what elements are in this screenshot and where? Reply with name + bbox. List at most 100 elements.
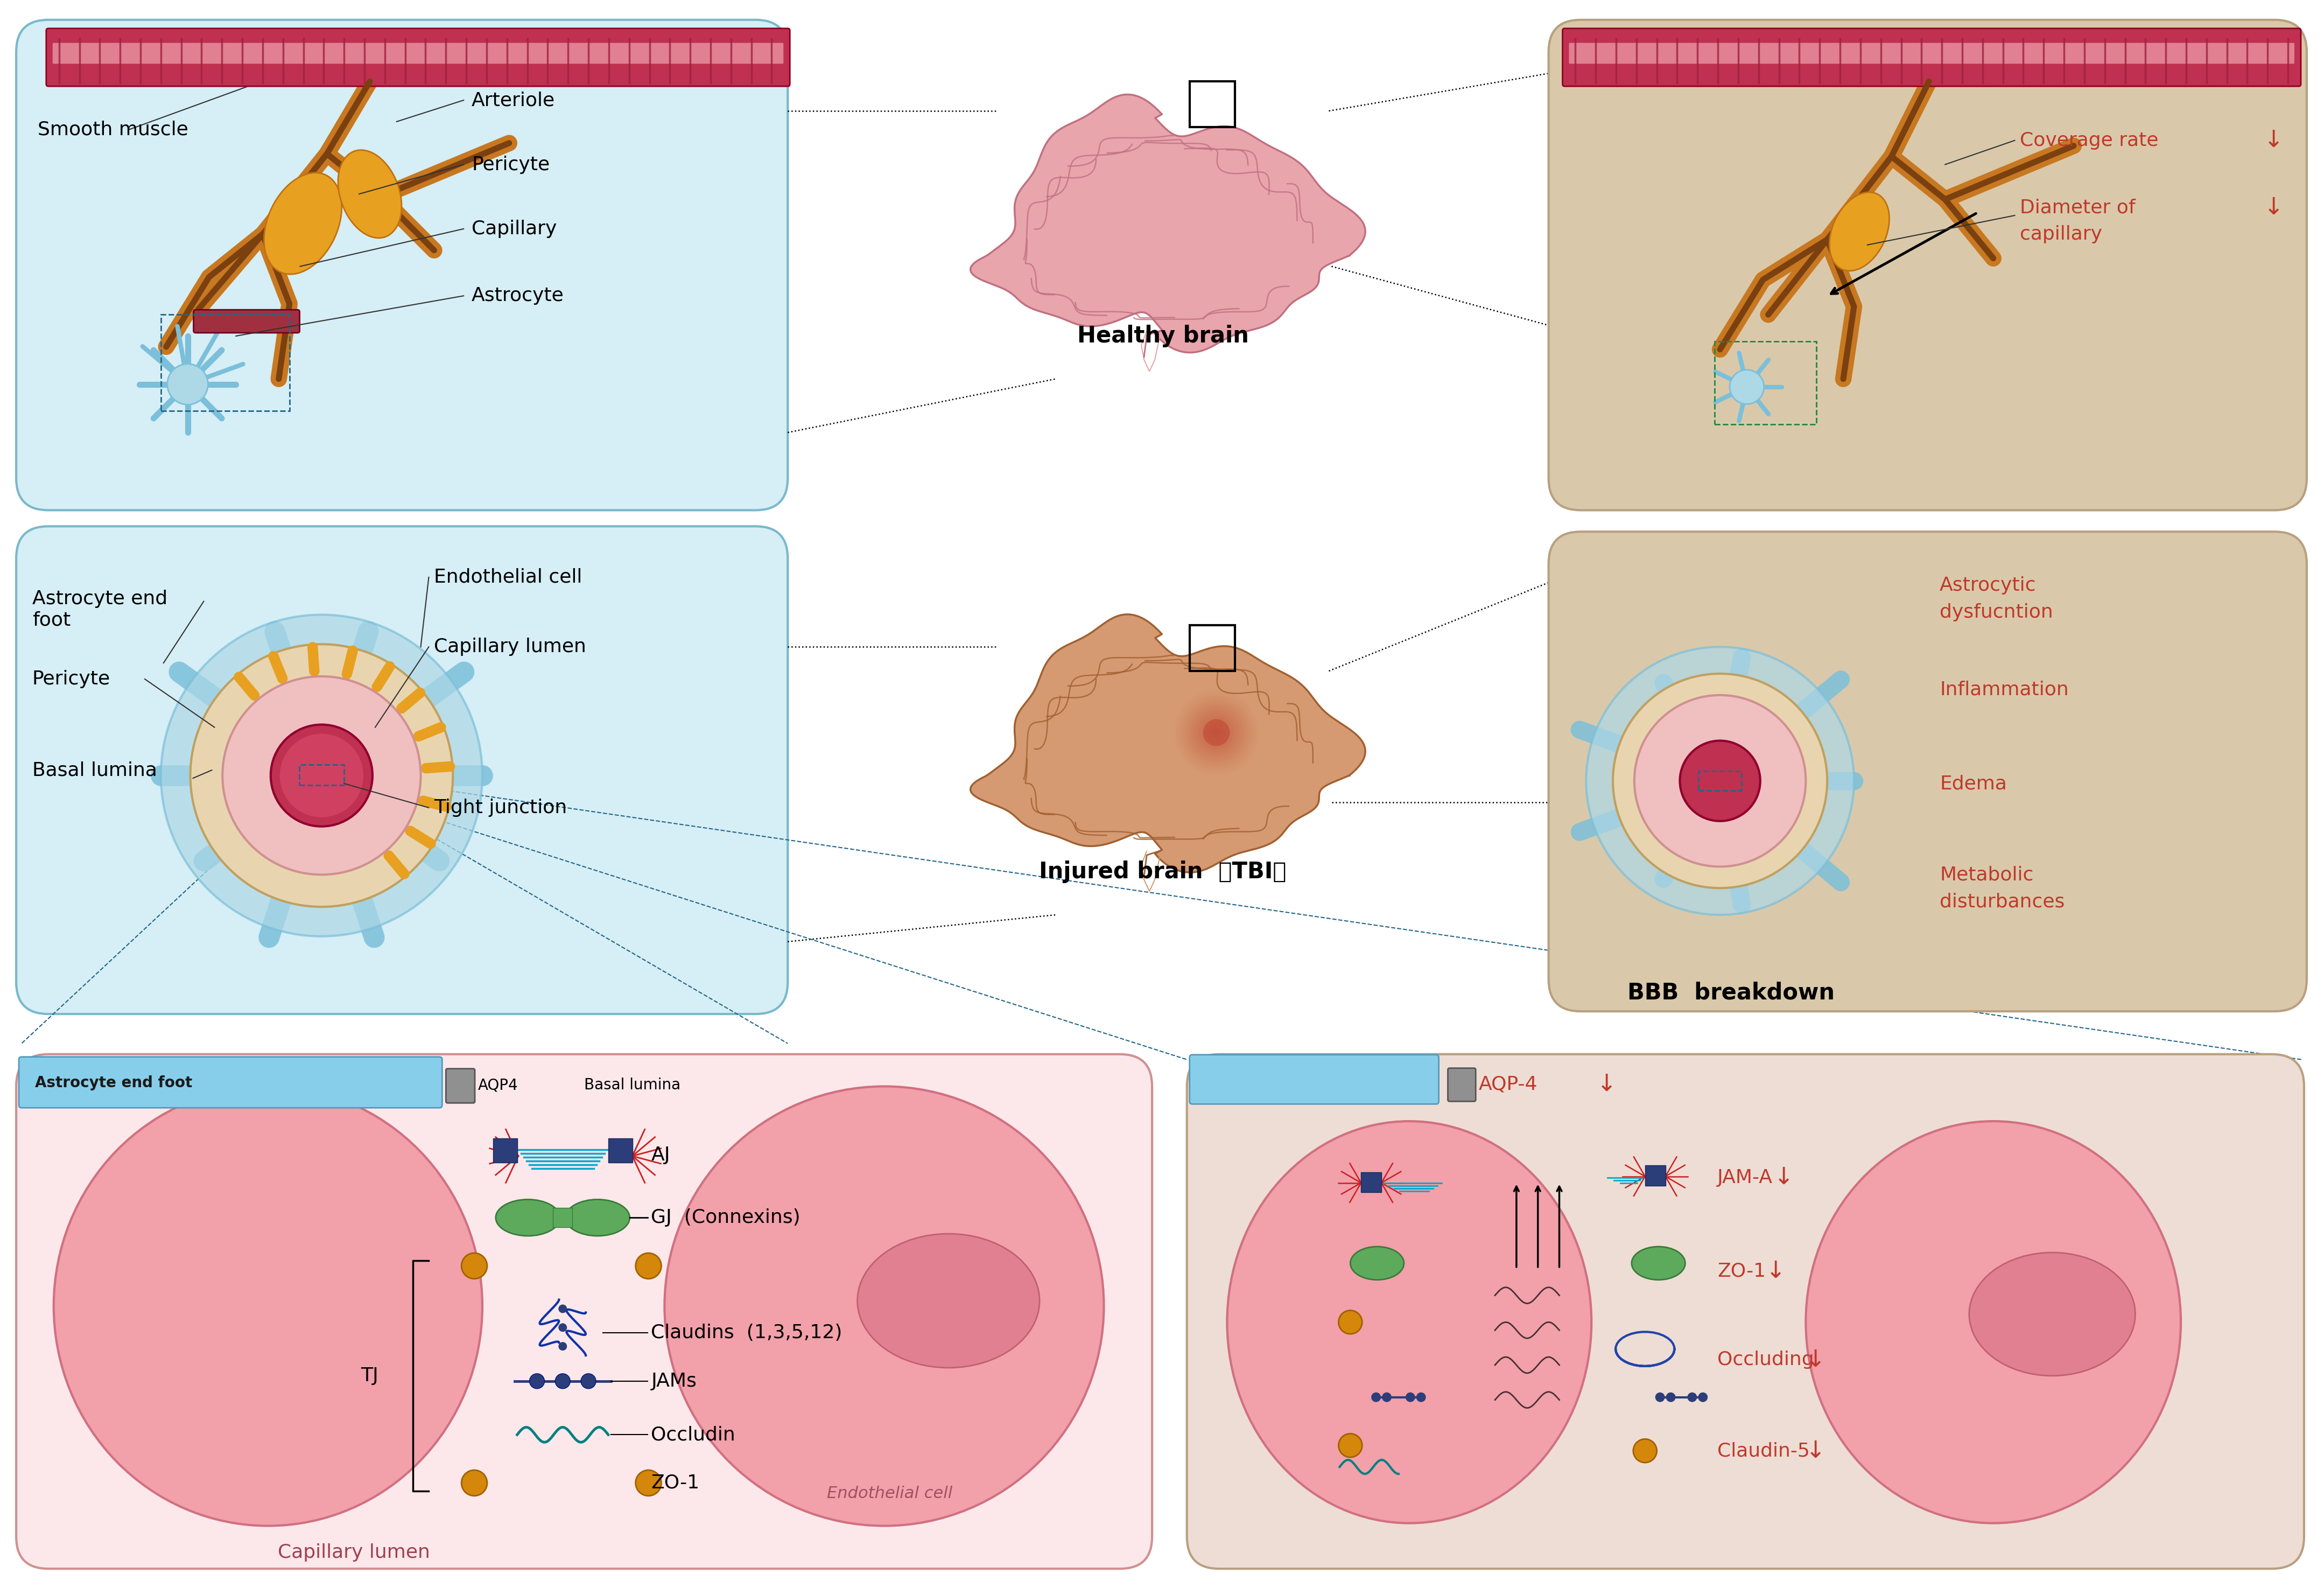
Text: Pericyte: Pericyte	[472, 156, 551, 173]
Text: ↓: ↓	[1806, 1348, 1827, 1372]
Circle shape	[1666, 1393, 1676, 1402]
Text: TJ: TJ	[360, 1367, 379, 1385]
Circle shape	[1371, 1393, 1380, 1402]
Circle shape	[1406, 1393, 1415, 1402]
Circle shape	[558, 1304, 567, 1313]
Text: Diameter of: Diameter of	[2020, 198, 2136, 216]
Ellipse shape	[665, 1086, 1104, 1526]
Circle shape	[558, 1342, 567, 1350]
Circle shape	[558, 1323, 567, 1332]
Circle shape	[1213, 730, 1220, 735]
Circle shape	[1634, 1439, 1657, 1463]
Text: Healthy brain: Healthy brain	[1076, 324, 1248, 348]
Text: Inflammation: Inflammation	[1941, 681, 2068, 699]
Circle shape	[1211, 727, 1222, 738]
Ellipse shape	[858, 1234, 1039, 1367]
Text: Coverage rate: Coverage rate	[2020, 132, 2159, 149]
Circle shape	[1202, 718, 1229, 746]
Circle shape	[270, 724, 372, 826]
Circle shape	[634, 1253, 662, 1278]
Circle shape	[167, 364, 209, 405]
Ellipse shape	[1227, 1121, 1592, 1523]
Text: capillary: capillary	[2020, 225, 2103, 243]
Text: ↓: ↓	[2264, 195, 2284, 219]
Circle shape	[1687, 1393, 1697, 1402]
Circle shape	[462, 1470, 488, 1496]
Polygon shape	[1141, 851, 1160, 891]
Ellipse shape	[1968, 1253, 2136, 1375]
Circle shape	[1729, 370, 1764, 403]
Circle shape	[1655, 1393, 1664, 1402]
Bar	[160, 314, 290, 411]
Text: Endothelial cell: Endothelial cell	[435, 569, 583, 586]
Text: JAMs: JAMs	[651, 1372, 697, 1390]
Ellipse shape	[1631, 1247, 1685, 1280]
Bar	[1645, 1166, 1666, 1186]
FancyBboxPatch shape	[16, 526, 788, 1015]
Ellipse shape	[265, 173, 342, 275]
Bar	[1715, 341, 1817, 424]
Text: Claudins  (1,3,5,12): Claudins (1,3,5,12)	[651, 1324, 841, 1342]
Text: ↓: ↓	[2264, 129, 2284, 152]
Text: Basal lumina: Basal lumina	[33, 761, 158, 780]
Circle shape	[581, 1374, 595, 1388]
Text: Basal lumina: Basal lumina	[583, 1078, 681, 1093]
FancyBboxPatch shape	[1548, 19, 2308, 510]
Circle shape	[462, 1253, 488, 1278]
Circle shape	[279, 734, 363, 818]
Circle shape	[634, 1470, 662, 1496]
Circle shape	[1699, 1393, 1708, 1402]
FancyBboxPatch shape	[16, 1054, 1153, 1569]
Ellipse shape	[565, 1199, 630, 1235]
Circle shape	[1339, 1310, 1362, 1334]
Circle shape	[1197, 713, 1236, 753]
Text: ZO-1: ZO-1	[1717, 1262, 1766, 1280]
Polygon shape	[971, 615, 1364, 872]
Circle shape	[1339, 1434, 1362, 1458]
Text: Smooth muscle: Smooth muscle	[37, 121, 188, 138]
Bar	[1699, 772, 1741, 791]
Text: Astrocyte: Astrocyte	[472, 287, 565, 305]
FancyBboxPatch shape	[16, 19, 788, 510]
Text: Capillary: Capillary	[472, 219, 558, 238]
Text: Metabolic: Metabolic	[1941, 865, 2033, 885]
Bar	[1190, 626, 1234, 672]
Text: Injured brain  （TBI）: Injured brain （TBI）	[1039, 861, 1287, 883]
Text: Occludin: Occludin	[651, 1426, 734, 1443]
Text: Pericyte: Pericyte	[33, 670, 109, 688]
Text: foot: foot	[33, 611, 70, 629]
Bar	[493, 1139, 518, 1162]
Circle shape	[1613, 673, 1827, 888]
Text: ↓: ↓	[1806, 1439, 1827, 1463]
FancyBboxPatch shape	[1562, 29, 2301, 86]
Bar	[553, 1208, 572, 1228]
Ellipse shape	[1829, 192, 1889, 272]
Text: dysfucntion: dysfucntion	[1941, 603, 2052, 621]
Text: Capillary lumen: Capillary lumen	[435, 638, 586, 656]
Text: ↓: ↓	[1597, 1072, 1618, 1096]
Text: GJ  (Connexins): GJ (Connexins)	[651, 1208, 799, 1228]
FancyBboxPatch shape	[1188, 1054, 2303, 1569]
Circle shape	[555, 1374, 569, 1388]
FancyBboxPatch shape	[46, 29, 790, 86]
Text: Claudin-5: Claudin-5	[1717, 1442, 1810, 1459]
Ellipse shape	[337, 149, 402, 238]
Text: JAM-A: JAM-A	[1717, 1169, 1773, 1186]
FancyBboxPatch shape	[1569, 43, 2294, 64]
Bar	[300, 765, 344, 784]
Circle shape	[1415, 1393, 1427, 1402]
FancyBboxPatch shape	[1190, 1054, 1439, 1104]
Circle shape	[191, 645, 453, 907]
Text: ↓: ↓	[1766, 1259, 1785, 1283]
Polygon shape	[971, 95, 1364, 353]
FancyBboxPatch shape	[446, 1069, 474, 1104]
Text: AQP4: AQP4	[479, 1078, 518, 1093]
Text: AJ: AJ	[651, 1147, 669, 1164]
Bar	[1362, 1172, 1380, 1193]
Circle shape	[160, 615, 483, 937]
Circle shape	[1204, 719, 1229, 746]
Polygon shape	[1141, 330, 1160, 372]
Bar	[1190, 81, 1234, 127]
Circle shape	[1199, 716, 1234, 750]
Text: Occluding: Occluding	[1717, 1350, 1815, 1369]
